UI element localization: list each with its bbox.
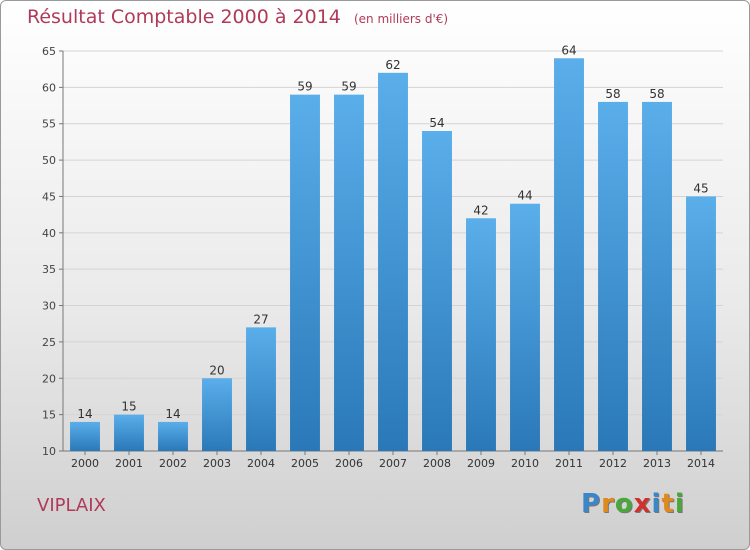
y-tick-label: 30 — [42, 300, 56, 313]
value-label: 59 — [341, 80, 356, 94]
value-label: 14 — [165, 407, 180, 421]
value-label: 15 — [121, 400, 136, 414]
bar-2000 — [70, 421, 100, 451]
logo-letter: i — [674, 489, 685, 519]
bar-2012 — [598, 101, 628, 451]
x-tick-label: 2014 — [687, 457, 715, 470]
title-row: Résultat Comptable 2000 à 2014 (en milli… — [27, 6, 448, 28]
bar-2007 — [378, 72, 408, 452]
logo-letter: t — [661, 489, 675, 519]
y-tick-label: 55 — [42, 118, 56, 131]
bars — [70, 58, 716, 452]
value-label: 42 — [473, 203, 488, 217]
logo-letter: P — [581, 489, 602, 519]
value-label: 64 — [561, 43, 576, 57]
y-tick-label: 25 — [42, 336, 56, 349]
chart-title: Résultat Comptable 2000 à 2014 — [27, 6, 341, 28]
x-tick-label: 2006 — [335, 457, 363, 470]
y-tick-label: 45 — [42, 190, 56, 203]
x-tick-label: 2013 — [643, 457, 671, 470]
bar-2011 — [554, 58, 584, 451]
x-tick-label: 2004 — [247, 457, 275, 470]
logo-letter: r — [601, 489, 615, 519]
value-label: 20 — [209, 363, 224, 377]
bar-2006 — [334, 94, 364, 452]
value-label: 62 — [385, 58, 400, 72]
value-label: 45 — [693, 181, 708, 195]
x-tick-label: 2009 — [467, 457, 495, 470]
value-label: 58 — [649, 87, 664, 101]
y-tick-label: 65 — [42, 45, 56, 58]
logo-letter: x — [633, 489, 652, 519]
x-tick-label: 2007 — [379, 457, 407, 470]
x-tick-label: 2000 — [71, 457, 99, 470]
bar-2009 — [466, 218, 496, 451]
x-tick-label: 2012 — [599, 457, 627, 470]
y-tick-label: 50 — [42, 154, 56, 167]
bar-2013 — [642, 101, 672, 451]
y-tick-label: 15 — [42, 409, 56, 422]
value-label: 44 — [517, 189, 532, 203]
bar-2004 — [246, 327, 276, 451]
x-tick-label: 2010 — [511, 457, 539, 470]
bar-2001 — [114, 414, 144, 451]
x-tick-label: 2008 — [423, 457, 451, 470]
bar-2010 — [510, 203, 540, 451]
bar-2014 — [686, 196, 716, 451]
value-label: 27 — [253, 312, 268, 326]
y-tick-label: 35 — [42, 263, 56, 276]
value-label: 14 — [77, 407, 92, 421]
value-labels: 14 2000 15 2001 14 2002 20 2003 27 2004 59 2005 59 20… — [71, 43, 715, 470]
bar-2005 — [290, 94, 320, 452]
x-tick-label: 2005 — [291, 457, 319, 470]
y-tick-label: 60 — [42, 81, 56, 94]
place-name: VIPLAIX — [37, 495, 106, 516]
value-label: 58 — [605, 87, 620, 101]
logo-letter: i — [651, 489, 662, 519]
x-tick-label: 2003 — [203, 457, 231, 470]
bar-2008 — [422, 131, 452, 451]
x-tick-label: 2001 — [115, 457, 143, 470]
axes: 10 15 20 25 30 35 40 45 50 55 60 65 — [42, 45, 723, 458]
bar-2002 — [158, 421, 188, 451]
logo-letter: o — [614, 489, 634, 519]
value-label: 59 — [297, 80, 312, 94]
x-tick-label: 2011 — [555, 457, 583, 470]
bar-2003 — [202, 378, 232, 451]
y-tick-label: 10 — [42, 445, 56, 458]
y-tick-label: 20 — [42, 372, 56, 385]
chart-unit: (en milliers d'€) — [353, 12, 449, 26]
value-label: 54 — [429, 116, 444, 130]
proxiti-logo: Proxiti — [581, 489, 685, 519]
x-tick-label: 2002 — [159, 457, 187, 470]
y-tick-label: 40 — [42, 227, 56, 240]
